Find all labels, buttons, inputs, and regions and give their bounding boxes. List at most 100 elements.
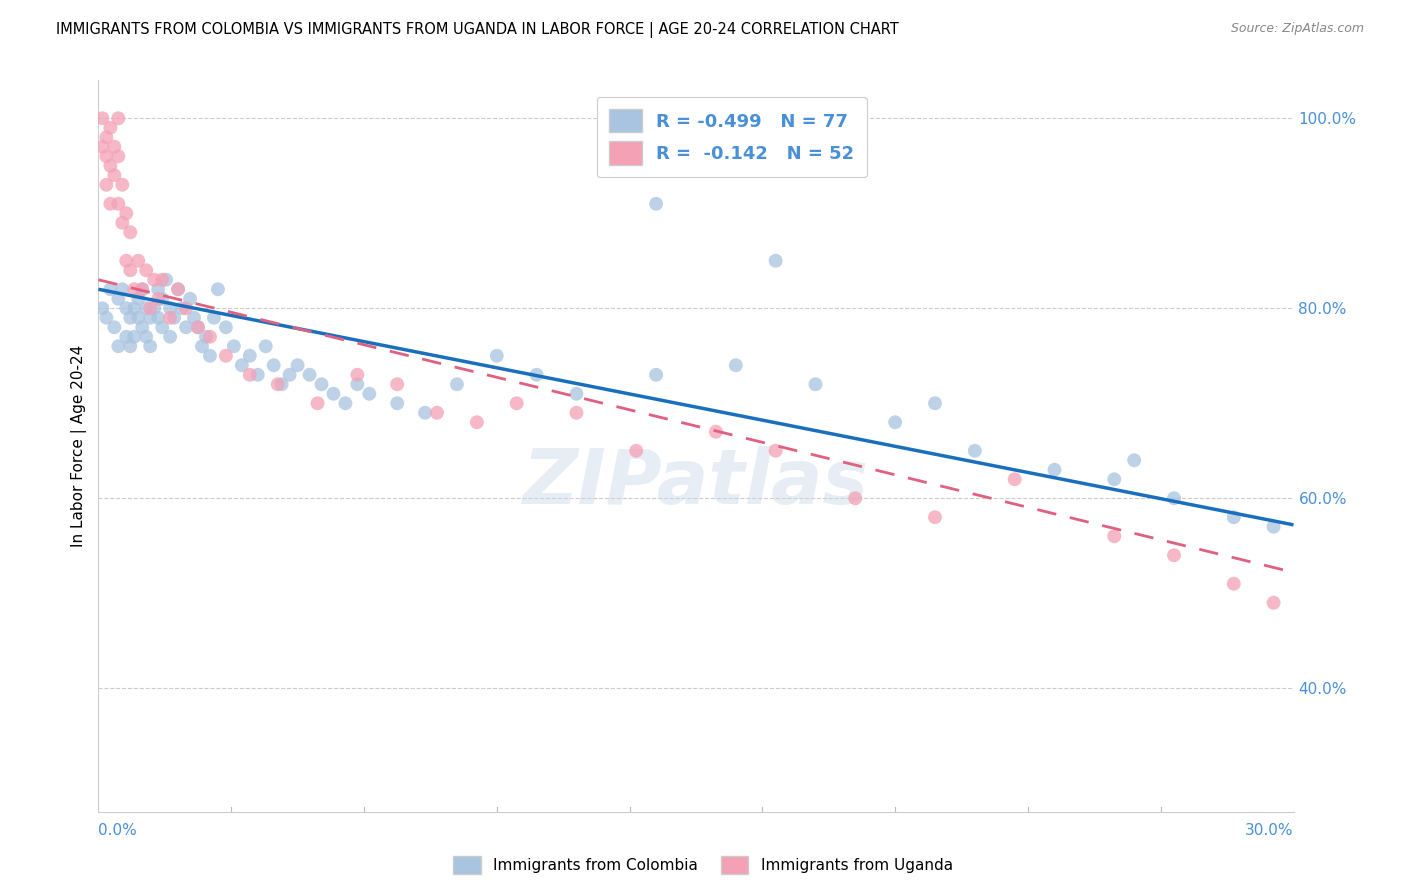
Point [298, 368, 321, 382]
Point [107, 112, 129, 126]
Point [115, 301, 138, 316]
Legend: Immigrants from Colombia, Immigrants from Uganda: Immigrants from Colombia, Immigrants fro… [447, 850, 959, 880]
Point [307, 396, 329, 410]
Point [103, 320, 125, 334]
Point [765, 443, 787, 458]
Legend: R = -0.499   N = 77, R =  -0.142   N = 52: R = -0.499 N = 77, R = -0.142 N = 52 [596, 96, 868, 178]
Point [924, 510, 946, 524]
Point [1263, 596, 1285, 610]
Point [426, 406, 449, 420]
Point [645, 368, 668, 382]
Point [1223, 576, 1246, 591]
Point [143, 273, 166, 287]
Point [131, 282, 153, 296]
Point [103, 140, 125, 154]
Point [626, 443, 648, 458]
Point [246, 368, 269, 382]
Point [107, 339, 129, 353]
Point [924, 396, 946, 410]
Point [127, 292, 149, 306]
Point [98, 120, 122, 135]
Point [107, 196, 129, 211]
Point [385, 396, 409, 410]
Point [91, 301, 114, 316]
Point [124, 330, 146, 344]
Point [1123, 453, 1146, 467]
Point [167, 282, 190, 296]
Point [202, 310, 225, 325]
Text: 0.0%: 0.0% [98, 823, 138, 838]
Point [96, 310, 118, 325]
Point [359, 386, 381, 401]
Point [322, 386, 344, 401]
Point [183, 310, 205, 325]
Point [143, 301, 166, 316]
Point [704, 425, 727, 439]
Point [1004, 472, 1026, 486]
Point [115, 253, 138, 268]
Point [278, 368, 301, 382]
Text: IMMIGRANTS FROM COLOMBIA VS IMMIGRANTS FROM UGANDA IN LABOR FORCE | AGE 20-24 CO: IMMIGRANTS FROM COLOMBIA VS IMMIGRANTS F… [56, 22, 898, 38]
Point [115, 330, 138, 344]
Point [198, 330, 221, 344]
Point [155, 273, 177, 287]
Point [187, 320, 209, 334]
Point [150, 292, 173, 306]
Text: 30.0%: 30.0% [1246, 823, 1294, 838]
Point [96, 178, 118, 192]
Point [413, 406, 436, 420]
Point [174, 301, 197, 316]
Point [120, 310, 142, 325]
Point [131, 320, 153, 334]
Point [98, 196, 122, 211]
Point [187, 320, 209, 334]
Point [335, 396, 357, 410]
Point [139, 310, 162, 325]
Point [207, 282, 229, 296]
Point [139, 301, 162, 316]
Point [127, 253, 149, 268]
Point [346, 377, 368, 392]
Text: ZIPatlas: ZIPatlas [523, 446, 869, 519]
Point [884, 415, 907, 429]
Point [287, 358, 309, 372]
Point [96, 149, 118, 163]
Point [107, 292, 129, 306]
Point [172, 301, 194, 316]
Point [120, 263, 142, 277]
Point [91, 140, 114, 154]
Y-axis label: In Labor Force | Age 20-24: In Labor Force | Age 20-24 [72, 345, 87, 547]
Point [565, 406, 588, 420]
Point [131, 282, 153, 296]
Point [159, 310, 181, 325]
Point [645, 196, 668, 211]
Point [139, 339, 162, 353]
Point [107, 149, 129, 163]
Point [120, 225, 142, 239]
Point [135, 301, 157, 316]
Point [724, 358, 747, 372]
Point [239, 349, 262, 363]
Point [231, 358, 253, 372]
Point [120, 339, 142, 353]
Point [526, 368, 548, 382]
Point [148, 292, 170, 306]
Point [98, 159, 122, 173]
Point [385, 377, 409, 392]
Point [1223, 510, 1246, 524]
Point [124, 301, 146, 316]
Point [198, 349, 221, 363]
Point [150, 320, 173, 334]
Point [111, 216, 134, 230]
Text: Source: ZipAtlas.com: Source: ZipAtlas.com [1230, 22, 1364, 36]
Point [195, 330, 218, 344]
Point [1043, 463, 1066, 477]
Point [565, 386, 588, 401]
Point [215, 349, 238, 363]
Point [111, 178, 134, 192]
Point [1263, 520, 1285, 534]
Point [1104, 529, 1126, 543]
Point [765, 253, 787, 268]
Point [135, 330, 157, 344]
Point [91, 112, 114, 126]
